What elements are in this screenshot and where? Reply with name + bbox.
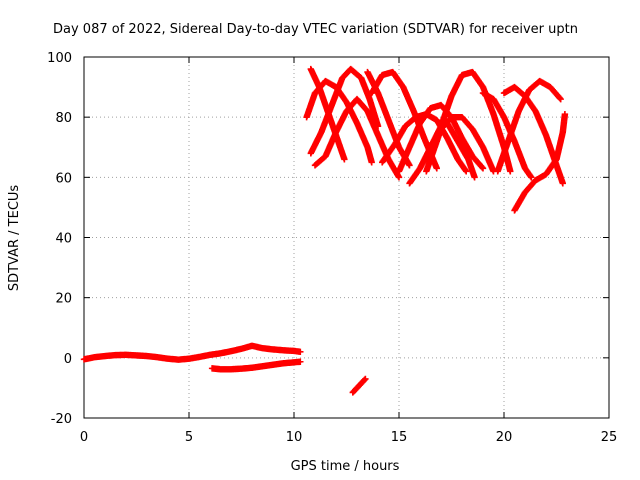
x-tick-label: 0 xyxy=(80,430,88,445)
data-point xyxy=(507,168,514,175)
data-point xyxy=(559,180,566,187)
x-tick-label: 20 xyxy=(496,430,513,445)
data-point xyxy=(361,376,368,383)
data-point xyxy=(297,348,304,356)
y-tick-label: 0 xyxy=(64,352,72,367)
data-point xyxy=(463,168,470,175)
data-point xyxy=(557,95,564,103)
x-tick-label: 10 xyxy=(286,430,303,445)
data-point xyxy=(368,159,375,166)
data-point xyxy=(528,174,535,181)
x-axis-title: GPS time / hours xyxy=(291,459,400,474)
data-point xyxy=(362,375,369,383)
data-point xyxy=(341,156,348,163)
y-tick-label: 20 xyxy=(55,292,72,307)
y-tick-label: 80 xyxy=(55,111,72,126)
x-tick-label: 15 xyxy=(391,430,408,445)
data-marks xyxy=(80,65,569,396)
axis-layer: 0 5 10 15 20 25 -20 0 20 40 60 80 100 xyxy=(47,51,617,445)
x-tick-label: 5 xyxy=(185,430,193,445)
data-point xyxy=(478,164,486,171)
y-tick-label: 40 xyxy=(55,232,72,247)
y-tick-label: 60 xyxy=(55,171,72,186)
y-tick-label: -20 xyxy=(51,412,72,427)
data-point xyxy=(395,174,403,181)
data-point xyxy=(406,162,413,169)
data-point xyxy=(297,358,304,365)
x-tick-label: 25 xyxy=(601,430,618,445)
data-point xyxy=(479,165,487,172)
data-point xyxy=(433,165,440,172)
chart-title: Day 087 of 2022, Sidereal Day-to-day VTE… xyxy=(53,22,578,37)
data-point xyxy=(471,174,478,181)
data-point xyxy=(561,110,569,118)
y-axis-title: SDTVAR / TECUs xyxy=(7,185,22,292)
data-point xyxy=(556,94,564,102)
y-tick-label: 100 xyxy=(47,51,72,66)
